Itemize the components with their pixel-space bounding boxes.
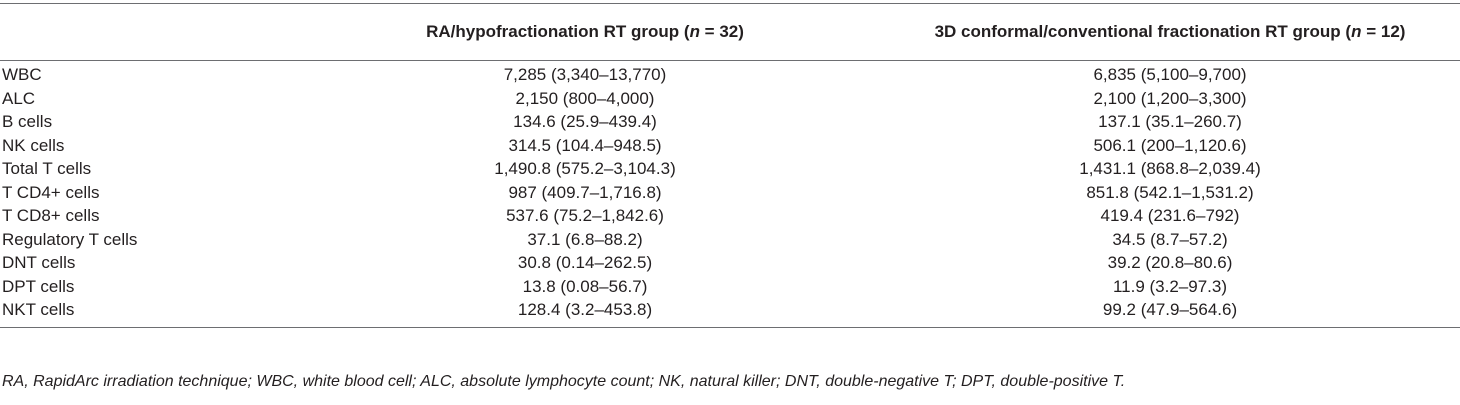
row-label: DNT cells bbox=[2, 253, 76, 272]
cell-value: 34.5 (8.7–57.2) bbox=[1112, 229, 1228, 249]
cell-value: 2,150 (800–4,000) bbox=[515, 88, 655, 108]
column-header: 3D conformal/conventional fractionation … bbox=[880, 22, 1460, 42]
cell-value: 37.1 (6.8–88.2) bbox=[527, 229, 643, 249]
cell-value: 987 (409.7–1,716.8) bbox=[508, 182, 662, 202]
cell-value: 137.1 (35.1–260.7) bbox=[1098, 112, 1242, 131]
cell-value: 7,285 (3,340–13,770) bbox=[503, 65, 667, 84]
row-label: B cells bbox=[2, 112, 53, 131]
cell-value: 506.1 (200–1,120.6) bbox=[1093, 135, 1247, 155]
header-text: = 32) bbox=[699, 22, 744, 41]
header-rule bbox=[0, 60, 1460, 61]
row-label: WBC bbox=[2, 65, 42, 84]
row-label: Regulatory T cells bbox=[2, 229, 138, 249]
cell-value: 537.6 (75.2–1,842.6) bbox=[506, 206, 664, 225]
cell-value: 134.6 (25.9–439.4) bbox=[513, 112, 657, 131]
cell-value: 39.2 (20.8–80.6) bbox=[1107, 253, 1233, 272]
header-text: = 12) bbox=[1361, 22, 1406, 41]
header-text: n bbox=[1351, 22, 1362, 41]
row-label: NKT cells bbox=[2, 300, 75, 319]
header-text: RA/hypofractionation RT group ( bbox=[426, 22, 690, 41]
row-label: T CD8+ cells bbox=[2, 206, 100, 225]
cell-value: 99.2 (47.9–564.6) bbox=[1102, 300, 1238, 319]
cell-value: 1,431.1 (868.8–2,039.4) bbox=[1079, 159, 1261, 178]
column-header: RA/hypofractionation RT group (n = 32) bbox=[330, 22, 840, 42]
bottom-rule bbox=[0, 327, 1460, 328]
row-label: NK cells bbox=[2, 135, 65, 155]
row-label: T CD4+ cells bbox=[2, 182, 100, 202]
cell-value: 1,490.8 (575.2–3,104.3) bbox=[494, 159, 676, 178]
header-text: 3D conformal/conventional fractionation … bbox=[934, 22, 1352, 41]
cell-value: 314.5 (104.4–948.5) bbox=[508, 135, 662, 155]
cell-value: 13.8 (0.08–56.7) bbox=[522, 276, 648, 296]
cell-value: 30.8 (0.14–262.5) bbox=[517, 253, 653, 272]
cell-value: 2,100 (1,200–3,300) bbox=[1093, 88, 1247, 108]
row-label: ALC bbox=[2, 88, 36, 108]
row-label: Total T cells bbox=[2, 159, 92, 178]
top-rule bbox=[0, 3, 1460, 4]
cell-value: 851.8 (542.1–1,531.2) bbox=[1086, 182, 1254, 202]
footnote: RA, RapidArc irradiation technique; WBC,… bbox=[2, 373, 1126, 390]
cell-value: 419.4 (231.6–792) bbox=[1100, 206, 1240, 225]
cell-value: 6,835 (5,100–9,700) bbox=[1093, 65, 1247, 84]
cell-value: 11.9 (3.2–97.3) bbox=[1112, 276, 1228, 296]
cell-value: 128.4 (3.2–453.8) bbox=[517, 300, 653, 319]
row-label: DPT cells bbox=[2, 276, 75, 296]
header-text: n bbox=[689, 22, 700, 41]
